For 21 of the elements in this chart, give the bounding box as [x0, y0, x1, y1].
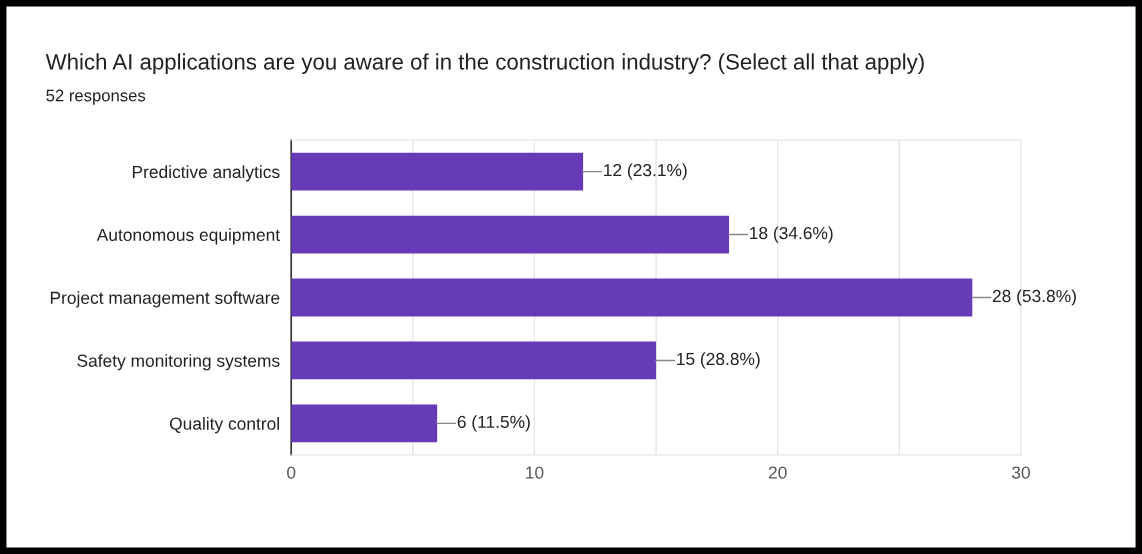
bar	[291, 152, 584, 191]
y-tick-label: Project management software	[50, 291, 280, 308]
chart-title: Which AI applications are you aware of in the construction industry? (Select all that apply)	[45, 53, 924, 75]
data-label: 15 (28.8%)	[677, 352, 760, 369]
data-label: 28 (53.8%)	[992, 289, 1076, 306]
bar	[291, 341, 657, 380]
x-tick-label: 20	[768, 466, 787, 479]
x-tick-label: 30	[1011, 466, 1030, 479]
text: 52 responses	[46, 89, 146, 105]
data-label: 18 (34.6%)	[750, 226, 833, 243]
bar	[291, 404, 438, 443]
data-label: 12 (23.1%)	[604, 163, 687, 180]
y-tick-label: Quality control	[169, 417, 279, 434]
x-tick-label: 0	[287, 466, 296, 479]
y-tick-label: Safety monitoring systems	[77, 354, 280, 371]
y-tick-label: Predictive analytics	[132, 165, 280, 182]
data-label: 6 (11.5%)	[457, 415, 530, 432]
bar	[291, 278, 973, 317]
bar	[291, 215, 730, 254]
x-tick-label: 10	[526, 466, 544, 479]
y-tick-label: Autonomous equipment	[96, 228, 280, 245]
